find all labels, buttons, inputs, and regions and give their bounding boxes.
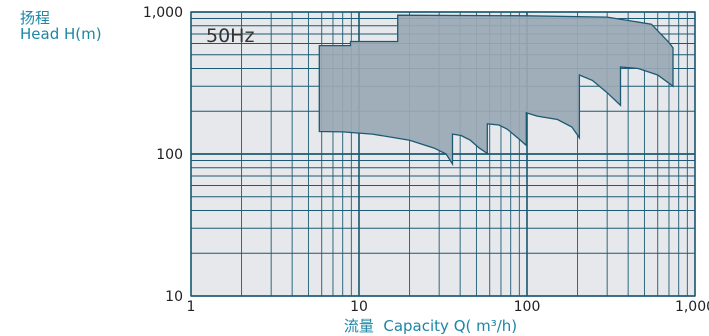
x-tick-label: 10 xyxy=(350,299,368,315)
y-tick-label: 1,000 xyxy=(143,5,183,21)
y-axis-label-cn: 扬程 xyxy=(20,9,51,27)
x-axis-label-en: Capacity Q( m³/h) xyxy=(383,317,518,335)
performance-area-0 xyxy=(318,14,674,167)
y-axis-label-en: Head H(m) xyxy=(20,25,102,43)
x-tick-label: 100 xyxy=(514,299,541,315)
x-tick-label: 1,000 xyxy=(675,299,709,315)
y-tick-label: 100 xyxy=(156,147,183,163)
y-tick-label: 10 xyxy=(165,289,183,305)
x-axis-label: 流量 Capacity Q( m³/h) xyxy=(0,315,709,336)
x-axis-label-cn: 流量 xyxy=(343,317,374,335)
frequency-annotation: 50Hz xyxy=(206,25,254,47)
x-tick-label: 1 xyxy=(187,299,196,315)
plot-frame xyxy=(190,11,696,297)
